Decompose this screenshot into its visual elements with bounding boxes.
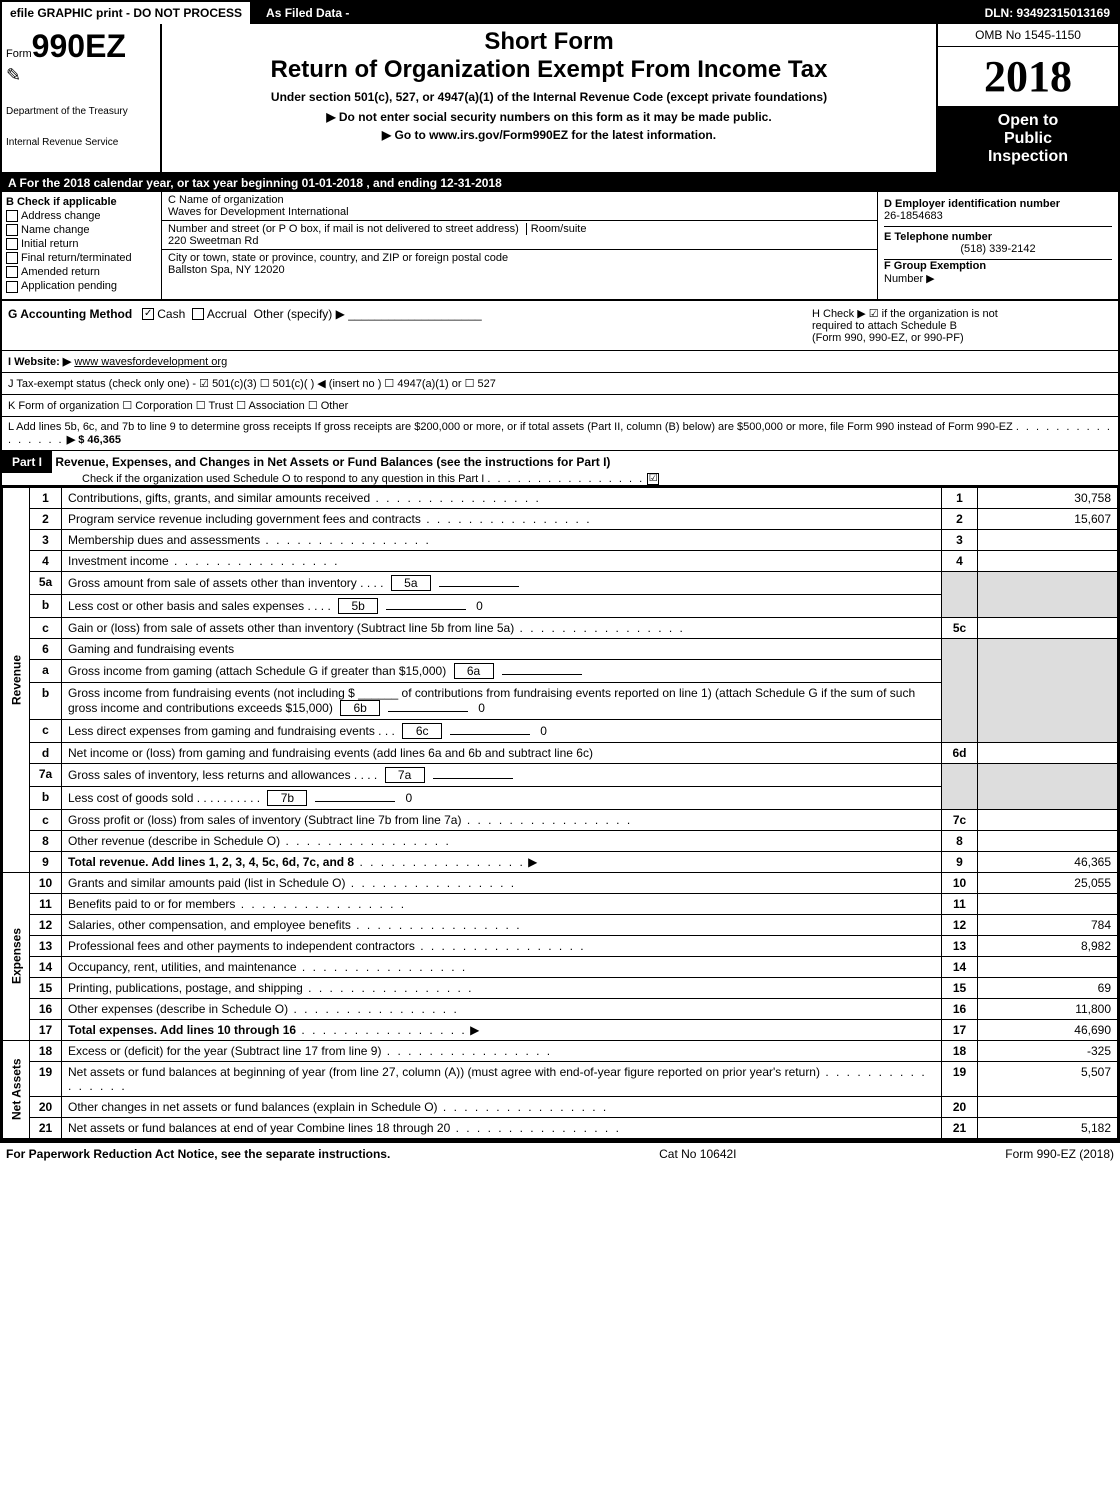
form-box: Form 990EZ ✎ Department of the Treasury … — [2, 24, 162, 172]
accrual-checkbox[interactable] — [192, 308, 204, 320]
f-label: F Group Exemption — [884, 260, 986, 272]
line-a: A For the 2018 calendar year, or tax yea… — [2, 174, 1118, 192]
website-url[interactable]: www wavesfordevelopment org — [74, 356, 227, 368]
form-page: efile GRAPHIC print - DO NOT PROCESS As … — [0, 0, 1120, 1141]
revenue-label: Revenue — [3, 487, 30, 872]
open-inspection: Open to Public Inspection — [938, 106, 1118, 172]
j-tax-status: J Tax-exempt status (check only one) - ☑… — [2, 373, 1118, 395]
form-number: 990EZ — [32, 28, 126, 65]
f-number: Number ▶ — [884, 273, 935, 285]
header: Form 990EZ ✎ Department of the Treasury … — [2, 24, 1118, 174]
part1-header: Part I Revenue, Expenses, and Changes in… — [2, 451, 1118, 487]
check-amended[interactable]: Amended return — [6, 266, 157, 278]
part1-title: Revenue, Expenses, and Changes in Net As… — [55, 455, 610, 469]
ein: 26-1854683 — [884, 210, 1112, 222]
dept-treasury: Department of the Treasury — [6, 106, 156, 117]
form-version: Form 990-EZ (2018) — [1005, 1147, 1114, 1161]
short-form-title: Short Form — [170, 28, 928, 56]
d-label: D Employer identification number — [884, 198, 1112, 210]
g-h-row: G Accounting Method ✓Cash Accrual Other … — [2, 301, 1118, 351]
city-label: City or town, state or province, country… — [168, 252, 871, 264]
k-form-org: K Form of organization ☐ Corporation ☐ T… — [2, 395, 1118, 417]
expenses-label: Expenses — [3, 872, 30, 1040]
financials-table: Revenue 1 Contributions, gifts, grants, … — [2, 487, 1118, 1139]
netassets-label: Net Assets — [3, 1040, 30, 1138]
website-link[interactable]: ▶ Go to www.irs.gov/Form990EZ for the la… — [170, 128, 928, 142]
cash-checkbox[interactable]: ✓ — [142, 308, 154, 320]
page-footer: For Paperwork Reduction Act Notice, see … — [0, 1141, 1120, 1165]
city-state-zip: Ballston Spa, NY 12020 — [168, 264, 871, 276]
efile-notice: efile GRAPHIC print - DO NOT PROCESS — [2, 2, 252, 24]
check-final[interactable]: Final return/terminated — [6, 252, 157, 264]
top-bar: efile GRAPHIC print - DO NOT PROCESS As … — [2, 2, 1118, 24]
main-title: Return of Organization Exempt From Incom… — [170, 56, 928, 84]
check-pending[interactable]: Application pending — [6, 280, 157, 292]
l-gross-receipts: L Add lines 5b, 6c, and 7b to line 9 to … — [2, 417, 1118, 451]
omb-number: OMB No 1545-1150 — [938, 24, 1118, 47]
form-prefix: Form — [6, 48, 32, 60]
street-label: Number and street (or P O box, if mail i… — [168, 223, 519, 235]
as-filed: As Filed Data - — [252, 2, 977, 24]
h-schedule-b: H Check ▶ ☑ if the organization is not r… — [812, 307, 1112, 344]
title-box: Short Form Return of Organization Exempt… — [162, 24, 938, 172]
check-name[interactable]: Name change — [6, 224, 157, 236]
right-box: OMB No 1545-1150 2018 Open to Public Ins… — [938, 24, 1118, 172]
b-title: B Check if applicable — [6, 196, 157, 208]
g-accounting: G Accounting Method ✓Cash Accrual Other … — [8, 307, 812, 344]
ssn-warning: ▶ Do not enter social security numbers o… — [170, 110, 928, 124]
subtitle: Under section 501(c), 527, or 4947(a)(1)… — [170, 90, 928, 104]
dln: DLN: 93492315013169 — [977, 2, 1118, 24]
b-checkboxes: B Check if applicable Address change Nam… — [2, 192, 162, 299]
check-address[interactable]: Address change — [6, 210, 157, 222]
irs-label: Internal Revenue Service — [6, 137, 156, 148]
d-e-f-box: D Employer identification number 26-1854… — [878, 192, 1118, 299]
c-name-label: C Name of organization — [168, 194, 871, 206]
paperwork-notice: For Paperwork Reduction Act Notice, see … — [6, 1147, 390, 1161]
schedule-o-check[interactable]: ☑ — [647, 473, 659, 485]
tax-year: 2018 — [938, 47, 1118, 106]
c-org-info: C Name of organization Waves for Develop… — [162, 192, 878, 299]
section-bcdef: B Check if applicable Address change Nam… — [2, 192, 1118, 301]
i-website: I Website: ▶ www wavesfordevelopment org — [2, 351, 1118, 373]
phone: (518) 339-2142 — [884, 243, 1112, 255]
check-initial[interactable]: Initial return — [6, 238, 157, 250]
part1-label: Part I — [2, 451, 52, 473]
street-address: 220 Sweetman Rd — [168, 235, 871, 247]
cat-number: Cat No 10642I — [659, 1147, 736, 1161]
org-name: Waves for Development International — [168, 206, 871, 218]
e-label: E Telephone number — [884, 231, 1112, 243]
room-label: Room/suite — [526, 223, 587, 235]
